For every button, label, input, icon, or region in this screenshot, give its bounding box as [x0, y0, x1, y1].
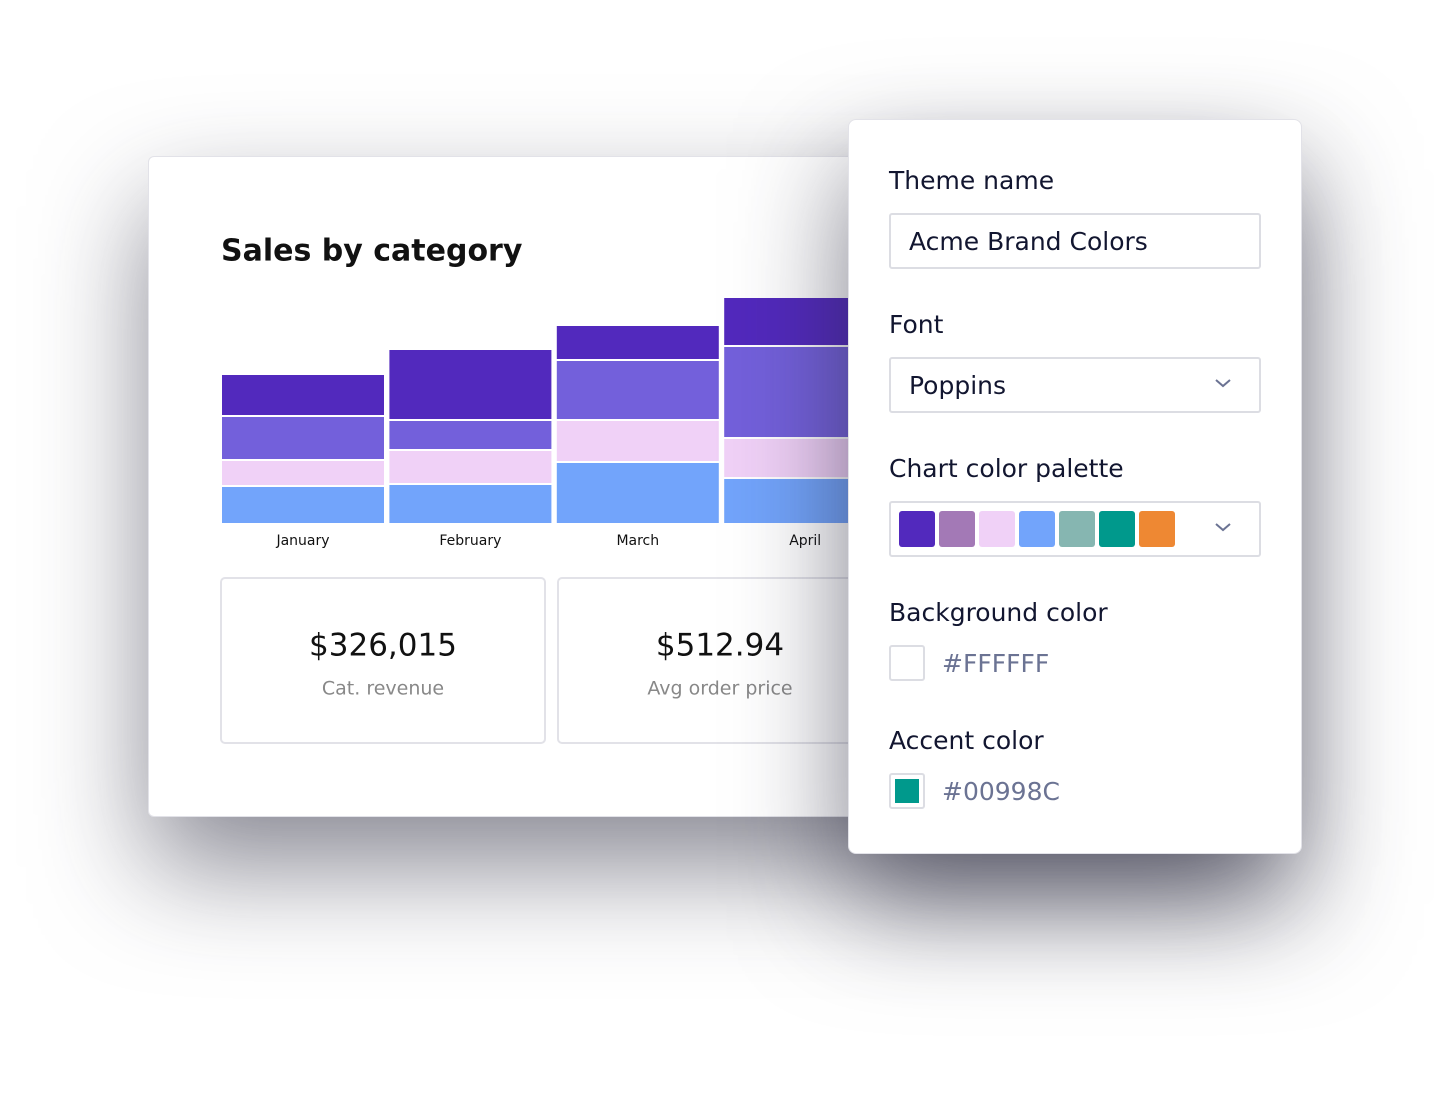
- bar-segment: [387, 483, 554, 525]
- bar-segment: [554, 324, 721, 361]
- kpi-value: $512.94: [656, 628, 784, 664]
- x-tick-label: February: [439, 533, 501, 549]
- bar-segment: [220, 485, 386, 525]
- bar-segment: [220, 415, 386, 461]
- x-tick-label: January: [275, 533, 329, 549]
- bar-segment: [220, 459, 386, 487]
- palette-swatch: [939, 511, 975, 547]
- kpi-value: $326,015: [309, 628, 457, 664]
- bar-segment: [554, 419, 721, 463]
- bar-segment: [387, 449, 554, 485]
- text-input[interactable]: Acme Brand Colors: [889, 213, 1261, 269]
- chart-title: Sales by category: [221, 234, 523, 269]
- palette-swatch: [899, 511, 935, 547]
- color-hex: #00998C: [942, 777, 1060, 806]
- bar-segment: [220, 373, 386, 417]
- palette-swatch: [1099, 511, 1135, 547]
- input-value: Acme Brand Colors: [909, 227, 1148, 256]
- palette-swatch: [1139, 511, 1175, 547]
- bar-segment: [554, 461, 721, 525]
- color-swatch[interactable]: [889, 773, 925, 809]
- field-label: Theme name: [889, 166, 1055, 195]
- bar-segment: [387, 419, 554, 451]
- color-hex: #FFFFFF: [942, 649, 1050, 678]
- font-select[interactable]: Poppins: [889, 357, 1261, 413]
- field-label: Background color: [889, 598, 1108, 627]
- x-tick-label: March: [616, 533, 659, 549]
- bar-segment: [554, 359, 721, 421]
- chevron: [1215, 523, 1231, 532]
- palette-select[interactable]: [889, 501, 1261, 557]
- kpi-label: Cat. revenue: [322, 678, 444, 700]
- palette-swatch: [1019, 511, 1055, 547]
- palette-swatch: [1059, 511, 1095, 547]
- kpi-card: [220, 577, 546, 744]
- swatch-fill: [895, 779, 919, 803]
- chevron: [1215, 379, 1231, 388]
- field-label: Chart color palette: [889, 454, 1124, 483]
- select-value: Poppins: [909, 371, 1007, 400]
- palette-swatch: [979, 511, 1015, 547]
- theme-panel: Theme name Acme Brand Colors Font Poppin…: [848, 119, 1302, 854]
- field-label: Accent color: [889, 726, 1044, 755]
- swatch-fill: [895, 651, 919, 675]
- color-swatch[interactable]: [889, 645, 925, 681]
- kpi-label: Avg order price: [647, 678, 792, 700]
- x-tick-label: April: [789, 533, 821, 549]
- bar-segment: [387, 348, 554, 421]
- bars: January February March April: [220, 296, 889, 549]
- field-label: Font: [889, 310, 944, 339]
